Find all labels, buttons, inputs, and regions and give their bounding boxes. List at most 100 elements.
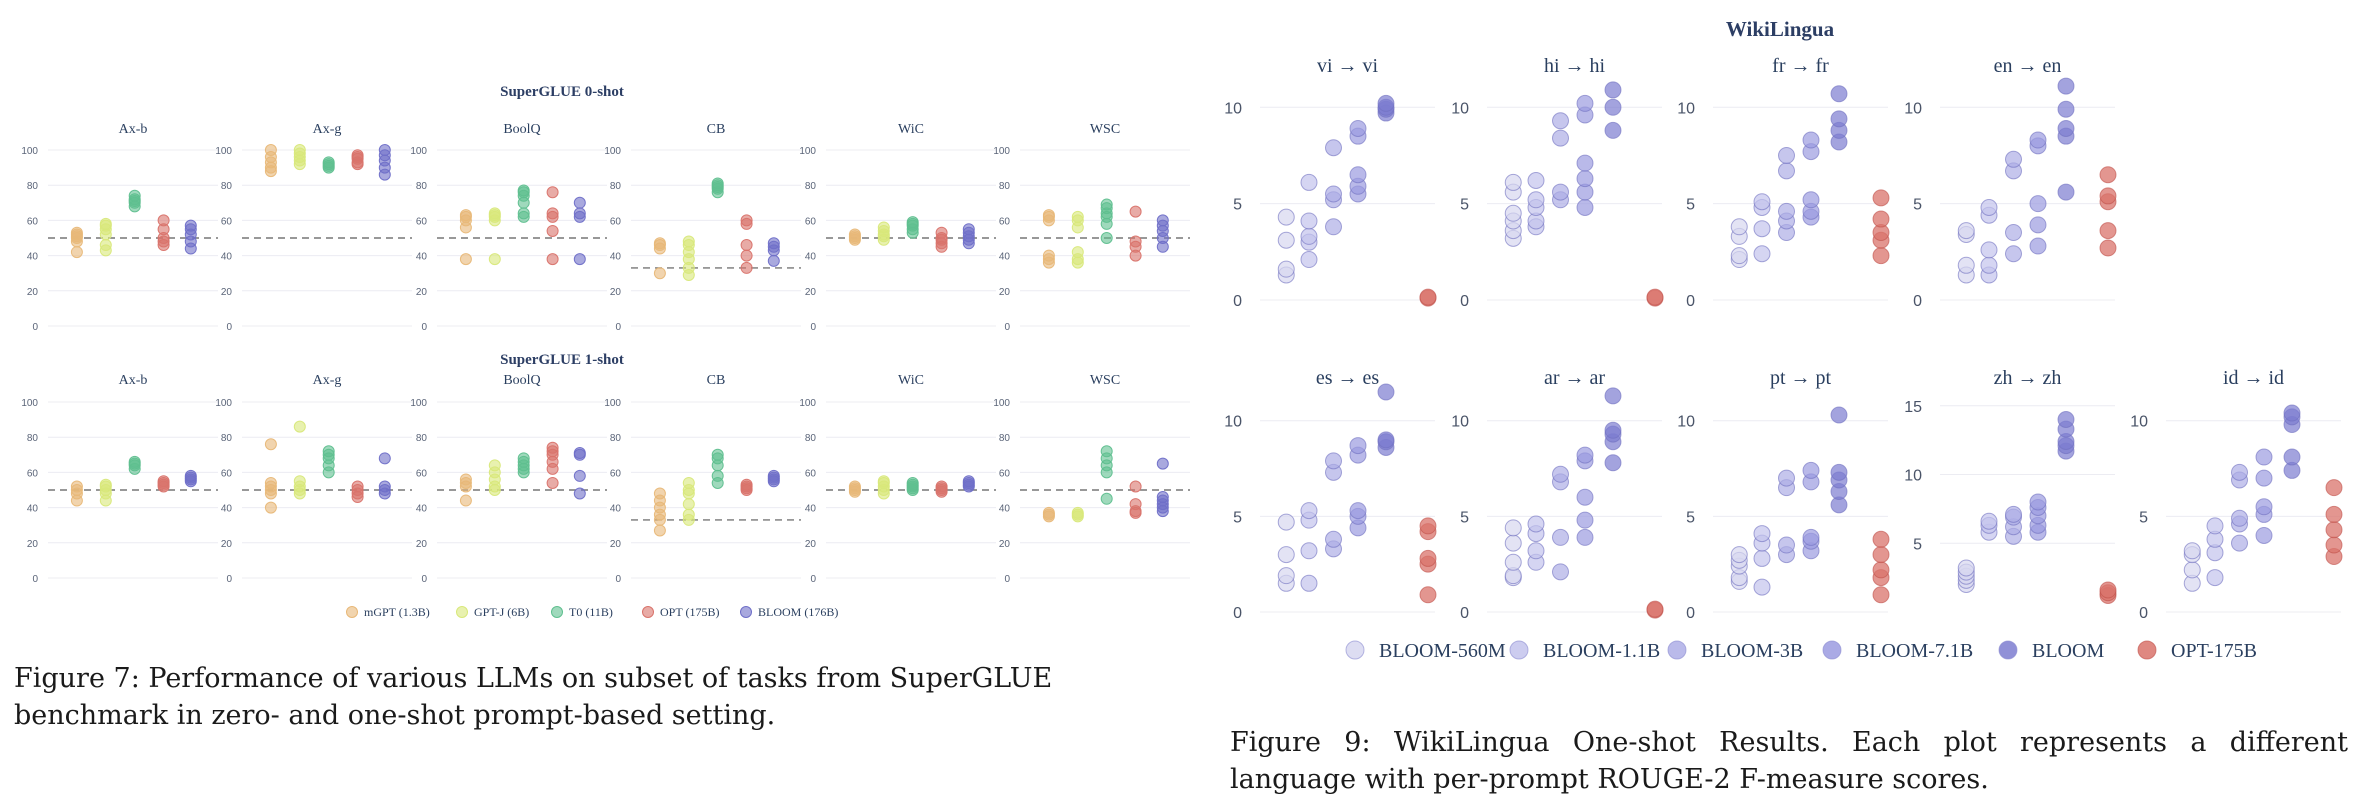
point-bloom-1-1b	[1980, 198, 1998, 216]
point-opt-175b	[1419, 586, 1437, 604]
y-tick-label: 40	[805, 252, 817, 263]
y-tick-label: 100	[410, 398, 427, 409]
y-tick-label: 80	[610, 433, 622, 444]
point-t0-11b	[517, 184, 530, 197]
legend-label-bloom-3b: BLOOM-3B	[1701, 640, 1803, 662]
legend-label-bloom-7-1b: BLOOM-7.1B	[1856, 640, 1973, 662]
wikilingua-panel-id-id: id → id 0 5 10	[2130, 367, 2343, 622]
point-bloom-176b	[573, 207, 586, 220]
y-tick-label: 0	[1913, 293, 1922, 310]
y-tick-label: 0	[615, 574, 621, 585]
point-bloom-560m	[1504, 553, 1522, 571]
point-bloom-176b	[962, 223, 975, 236]
point-bloom-176b	[184, 469, 197, 482]
point-bloom-3b	[1778, 146, 1795, 164]
y-tick-label: 20	[27, 287, 39, 298]
point-bloom-3b	[1552, 563, 1569, 581]
point-bloom-7-1b	[2029, 131, 2047, 149]
point-bloom-560m	[1504, 519, 1522, 537]
point-bloom-1-1b	[1980, 512, 1998, 530]
y-tick-label: 0	[1233, 293, 1242, 310]
legend-marker-bloom-7-1b	[1822, 640, 1842, 660]
point-opt-175b	[2099, 166, 2117, 184]
point-opt-175b	[157, 475, 170, 488]
point-mgpt-1-3b	[70, 226, 83, 239]
point-bloom-560m	[1277, 567, 1295, 585]
y-tick-label: 80	[416, 181, 428, 192]
wikilingua-legend: BLOOM-560M BLOOM-1.1B BLOOM-3B BLOOM-7.1B BL…	[1345, 640, 2257, 662]
y-tick-label: 0	[1686, 293, 1695, 310]
y-tick-label: 5	[1460, 197, 1469, 214]
y-tick-label: 20	[805, 539, 817, 550]
point-bloom-1-1b	[1300, 574, 1318, 592]
wikilingua-panel-fr-fr: fr → fr 0 5 10	[1677, 55, 1890, 310]
point-bloom-176b	[184, 219, 197, 232]
panel-title: BoolQ	[503, 373, 540, 388]
point-gpt-j-6b	[99, 239, 112, 252]
point-bloom-1-1b	[1753, 193, 1771, 211]
point-gpt-j-6b	[293, 475, 306, 488]
legend-label-mgpt-1-3b: mGPT (1.3B)	[364, 605, 430, 619]
y-tick-label: 100	[604, 146, 621, 157]
point-opt-175b	[157, 214, 170, 227]
y-tick-label: 0	[2139, 605, 2148, 622]
point-opt-175b	[1872, 546, 1890, 564]
y-tick-label: 10	[1224, 414, 1242, 431]
point-opt-175b	[2325, 505, 2343, 523]
point-gpt-j-6b	[488, 253, 501, 266]
point-opt-175b	[740, 249, 753, 262]
point-mgpt-1-3b	[264, 438, 277, 451]
y-tick-label: 80	[27, 181, 39, 192]
legend-marker-bloom-3b	[1667, 640, 1687, 660]
legend-marker-bloom-1-1b	[1509, 640, 1529, 660]
legend-marker-gpt-j-6b	[456, 606, 468, 618]
superglue-panel-boolq: BoolQ 0 20 40 60 80 100	[410, 373, 607, 585]
point-opt-175b	[546, 476, 559, 489]
point-opt-175b	[2099, 581, 2117, 599]
point-mgpt-1-3b	[1042, 209, 1055, 222]
wikilingua-panel-ar-ar: ar → ar 0 5 10	[1451, 367, 1664, 622]
point-opt-175b	[546, 186, 559, 199]
y-tick-label: 60	[27, 216, 39, 227]
panel-title: fr → fr	[1772, 55, 1829, 77]
point-bloom-7-1b	[2255, 448, 2273, 466]
point-bloom-1-1b	[1527, 191, 1545, 209]
panel-title: Ax-b	[119, 373, 148, 388]
y-tick-label: 0	[421, 574, 427, 585]
panel-title: vi → vi	[1317, 55, 1379, 77]
point-t0-11b	[322, 445, 335, 458]
point-bloom	[1377, 94, 1395, 112]
point-bloom	[1830, 463, 1848, 481]
point-bloom-3b	[1325, 530, 1342, 548]
point-bloom-1-1b	[2206, 569, 2224, 587]
point-bloom-1-1b	[1980, 256, 1998, 274]
panel-title: Ax-g	[313, 373, 342, 388]
y-tick-label: 10	[1224, 100, 1242, 117]
point-mgpt-1-3b	[653, 524, 666, 537]
point-bloom-560m	[2183, 542, 2201, 560]
panel-title: Ax-g	[313, 122, 342, 137]
point-bloom-3b	[1552, 129, 1569, 147]
y-tick-label: 15	[1904, 399, 1922, 416]
y-tick-label: 20	[999, 287, 1011, 298]
y-tick-label: 0	[226, 322, 232, 333]
point-bloom	[2057, 411, 2075, 428]
superglue-panel-ax-g: Ax-g 0 20 40 60 80 100	[215, 373, 412, 585]
point-mgpt-1-3b	[70, 480, 83, 493]
y-tick-label: 60	[999, 216, 1011, 227]
y-tick-label: 5	[1460, 509, 1469, 526]
y-tick-label: 80	[27, 433, 39, 444]
point-bloom-1-1b	[1300, 227, 1318, 245]
point-mgpt-1-3b	[653, 237, 666, 250]
panel-title: hi → hi	[1544, 55, 1606, 77]
y-tick-label: 40	[416, 252, 428, 263]
point-bloom-7-1b	[1576, 488, 1594, 506]
y-tick-label: 80	[999, 181, 1011, 192]
panel-title: BoolQ	[503, 122, 540, 137]
y-tick-label: 60	[999, 468, 1011, 479]
point-bloom-176b	[1156, 491, 1169, 504]
point-mgpt-1-3b	[264, 144, 277, 156]
panel-title: ar → ar	[1544, 367, 1605, 389]
point-bloom-3b	[1778, 536, 1795, 554]
y-tick-label: 100	[799, 146, 816, 157]
